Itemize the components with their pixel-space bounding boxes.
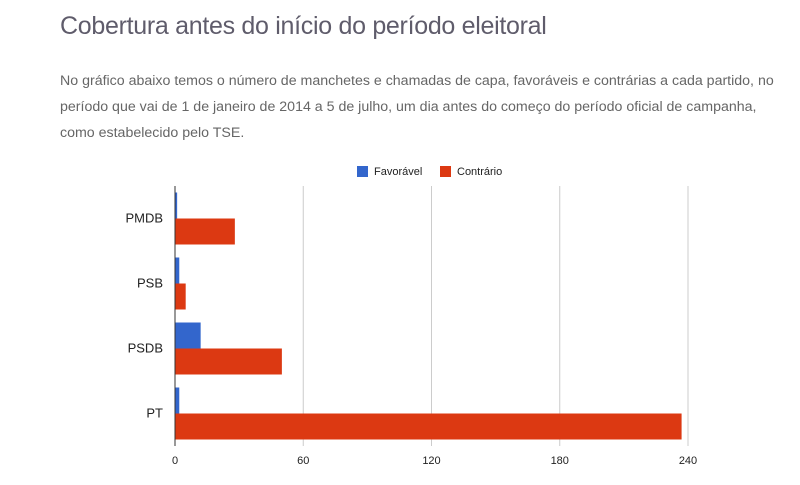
category-label: PSDB xyxy=(128,341,163,356)
bar-pt-favoravel[interactable] xyxy=(175,387,180,414)
x-tick-label: 0 xyxy=(172,455,178,467)
x-tick-label: 60 xyxy=(297,455,309,467)
legend-swatch[interactable] xyxy=(440,166,451,177)
x-tick-label: 240 xyxy=(679,455,697,467)
page-title: Cobertura antes do início do período ele… xyxy=(60,12,547,40)
bar-pmdb-favoravel[interactable] xyxy=(175,192,178,219)
bars xyxy=(175,192,682,440)
bar-pmdb-contrario[interactable] xyxy=(175,218,235,245)
axes: 0 60 120 180 240 PMDB PSB PSDB PT xyxy=(125,186,697,467)
legend[interactable]: Favorável Contrário xyxy=(357,166,502,178)
category-label: PMDB xyxy=(125,211,163,226)
bar-pt-contrario[interactable] xyxy=(175,413,682,440)
legend-swatch[interactable] xyxy=(357,166,368,177)
category-label: PSB xyxy=(137,276,163,291)
intro-paragraph: No gráfico abaixo temos o número de manc… xyxy=(60,73,774,141)
legend-label[interactable]: Contrário xyxy=(457,166,502,178)
bar-psdb-contrario[interactable] xyxy=(175,348,282,375)
x-tick-label: 180 xyxy=(551,455,569,467)
legend-label[interactable]: Favorável xyxy=(374,166,422,178)
bar-psb-favoravel[interactable] xyxy=(175,257,180,284)
x-tick-label: 120 xyxy=(422,455,440,467)
category-label: PT xyxy=(146,406,163,421)
bar-psb-contrario[interactable] xyxy=(175,283,186,310)
gridlines xyxy=(302,186,689,446)
bar-psdb-favoravel[interactable] xyxy=(175,322,201,349)
